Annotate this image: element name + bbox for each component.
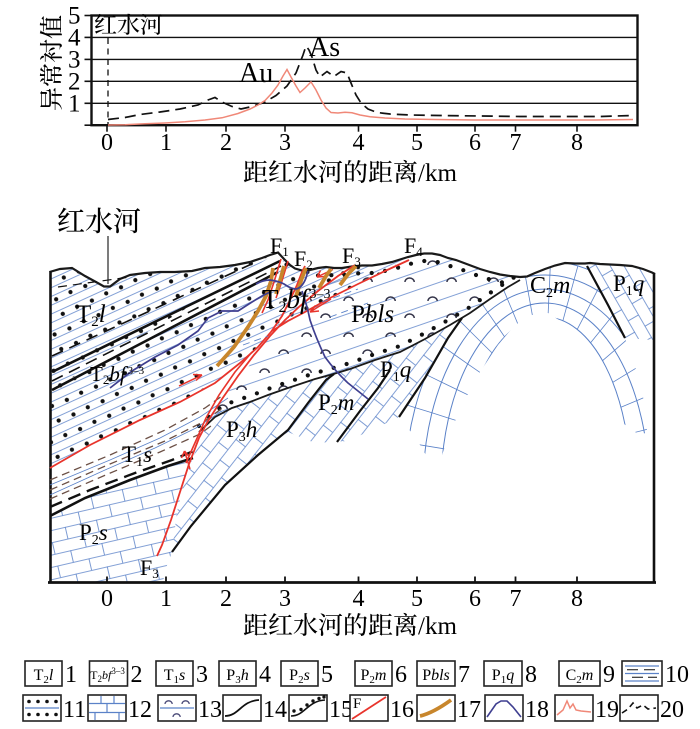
svg-text:5: 5 [68,3,81,30]
svg-text:15: 15 [329,697,353,723]
svg-text:F2: F2 [294,246,313,272]
svg-text:2: 2 [220,586,232,612]
svg-text:2: 2 [220,130,232,156]
svg-text:20: 20 [660,697,684,723]
svg-text:6: 6 [469,586,481,612]
svg-text:16: 16 [390,697,414,723]
svg-text:10: 10 [665,662,689,688]
svg-text:4: 4 [259,662,271,688]
svg-text:1: 1 [160,130,172,156]
svg-text:C2m: C2m [566,667,594,686]
svg-text:7: 7 [510,130,522,156]
svg-text:4: 4 [68,24,81,51]
svg-text:F4: F4 [404,233,423,259]
svg-text:8: 8 [571,586,583,612]
svg-text:5: 5 [321,662,333,688]
svg-text:T2l: T2l [76,301,106,330]
svg-text:0: 0 [101,130,113,156]
svg-text:7: 7 [510,586,522,612]
svg-text:2: 2 [68,68,81,95]
svg-text:14: 14 [263,697,287,723]
svg-text:1: 1 [160,586,172,612]
svg-text:As: As [309,32,340,63]
svg-text:4: 4 [353,130,365,156]
svg-text:F3: F3 [342,243,361,269]
svg-text:3: 3 [196,662,208,688]
svg-text:4: 4 [353,586,365,612]
svg-text:8: 8 [525,662,537,688]
svg-text:F: F [353,696,361,712]
svg-text:3: 3 [279,130,291,156]
svg-text:/km: /km [418,613,457,640]
svg-text:12: 12 [128,697,152,723]
svg-text:T1s: T1s [164,667,186,686]
svg-text:P2m: P2m [361,667,387,686]
svg-text:3: 3 [279,586,291,612]
svg-text:17: 17 [457,697,481,723]
svg-text:19: 19 [595,697,619,723]
svg-text:P3h: P3h [226,667,248,686]
svg-text:P2s: P2s [289,667,310,686]
svg-text:F1: F1 [270,233,289,259]
svg-text:5: 5 [411,586,423,612]
svg-text:1: 1 [68,90,81,117]
svg-text:13: 13 [198,697,222,723]
svg-text:T1s: T1s [122,442,152,470]
svg-text:6: 6 [395,662,407,688]
svg-text:7: 7 [458,662,470,688]
svg-text:8: 8 [571,130,583,156]
svg-text:1: 1 [65,662,77,688]
svg-text:5: 5 [411,130,423,156]
svg-text:2: 2 [131,662,143,688]
svg-text:Pbls: Pbls [422,667,450,684]
svg-text:11: 11 [63,697,86,723]
svg-text:Pbls: Pbls [351,301,394,328]
svg-text:P1q: P1q [613,271,644,299]
svg-text:/km: /km [418,160,457,187]
svg-text:6: 6 [469,130,481,156]
svg-text:T2l: T2l [34,667,54,686]
svg-text:9: 9 [603,662,615,688]
svg-text:Au: Au [239,58,273,89]
svg-text:3: 3 [68,46,81,73]
svg-text:0: 0 [101,586,113,612]
svg-text:P1q: P1q [492,667,514,686]
svg-text:18: 18 [525,697,549,723]
